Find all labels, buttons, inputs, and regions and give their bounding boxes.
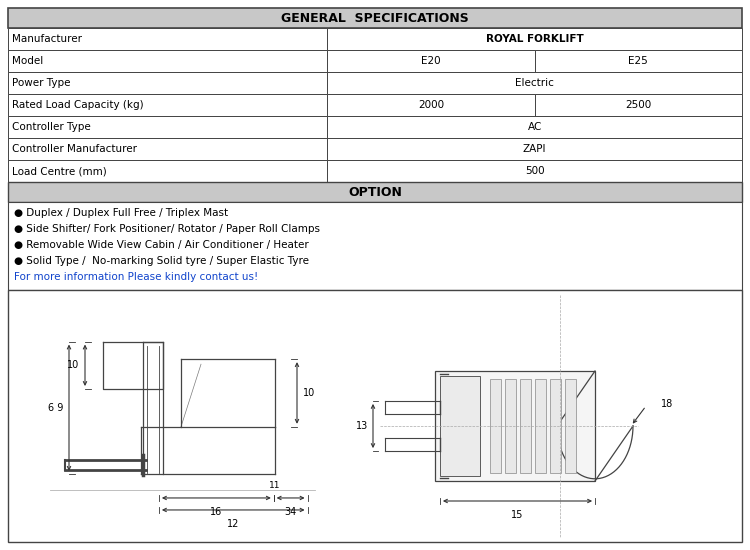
Bar [201,415,219,423]
Bar [8,72,327,94]
Bar [8,138,327,160]
Text: E25: E25 [628,56,648,66]
Text: Load Centre (mm): Load Centre (mm) [12,166,106,176]
Text: Manufacturer: Manufacturer [12,34,82,44]
Text: GENERAL  SPECIFICATIONS: GENERAL SPECIFICATIONS [281,12,469,25]
Bar [490,379,501,473]
Text: ● Solid Type /  No-marking Solid tyre / Super Elastic Tyre: ● Solid Type / No-marking Solid tyre / S… [14,256,309,266]
Bar [327,28,742,50]
Text: 2000: 2000 [418,100,444,110]
Text: ROYAL FORKLIFT: ROYAL FORKLIFT [486,34,584,44]
Bar [440,376,480,476]
Text: ● Removable Wide View Cabin / Air Conditioner / Heater: ● Removable Wide View Cabin / Air Condit… [14,240,309,250]
Bar [327,94,535,116]
Bar [327,138,742,160]
Text: AC: AC [527,122,542,132]
Text: Electric: Electric [515,78,554,88]
Text: 10: 10 [67,360,79,370]
Circle shape [244,466,276,498]
Bar [8,182,742,202]
Bar [505,379,516,473]
Bar [8,290,742,542]
Bar [8,8,742,28]
Bar [327,160,742,182]
Bar [535,94,742,116]
Bar [520,379,531,473]
Text: 10: 10 [303,388,315,398]
Bar [327,72,742,94]
Text: 16: 16 [210,507,223,517]
Bar [8,202,742,290]
Bar [535,379,546,473]
Bar [565,379,576,473]
Text: 11: 11 [269,481,280,490]
Text: 18: 18 [661,399,674,409]
Text: Rated Load Capacity (kg): Rated Load Capacity (kg) [12,100,144,110]
Bar [435,371,595,481]
Text: 12: 12 [227,519,239,529]
Circle shape [458,421,468,431]
Bar [327,116,742,138]
Text: OPTION: OPTION [348,185,402,199]
Bar [327,50,535,72]
Text: E20: E20 [422,56,441,66]
Text: 500: 500 [525,166,544,176]
Text: Controller Manufacturer: Controller Manufacturer [12,144,137,154]
Text: 2500: 2500 [626,100,652,110]
Bar [535,50,742,72]
Text: 13: 13 [356,421,368,431]
Bar [8,116,327,138]
Circle shape [145,468,173,496]
Circle shape [253,475,267,489]
Circle shape [153,476,165,488]
Bar [8,50,327,72]
Bar [8,94,327,116]
Text: Power Type: Power Type [12,78,70,88]
Text: Controller Type: Controller Type [12,122,91,132]
Text: 34: 34 [284,507,297,517]
Text: For more information Please kindly contact us!: For more information Please kindly conta… [14,272,258,282]
Text: 15: 15 [512,510,524,520]
Bar [550,379,561,473]
Text: ● Side Shifter/ Fork Positioner/ Rotator / Paper Roll Clamps: ● Side Shifter/ Fork Positioner/ Rotator… [14,224,320,234]
Bar [8,160,327,182]
Text: ● Duplex / Duplex Full Free / Triplex Mast: ● Duplex / Duplex Full Free / Triplex Ma… [14,208,228,218]
Bar [8,28,327,50]
Text: ZAPI: ZAPI [523,144,547,154]
Text: 6 9: 6 9 [48,403,63,412]
Text: Model: Model [12,56,44,66]
